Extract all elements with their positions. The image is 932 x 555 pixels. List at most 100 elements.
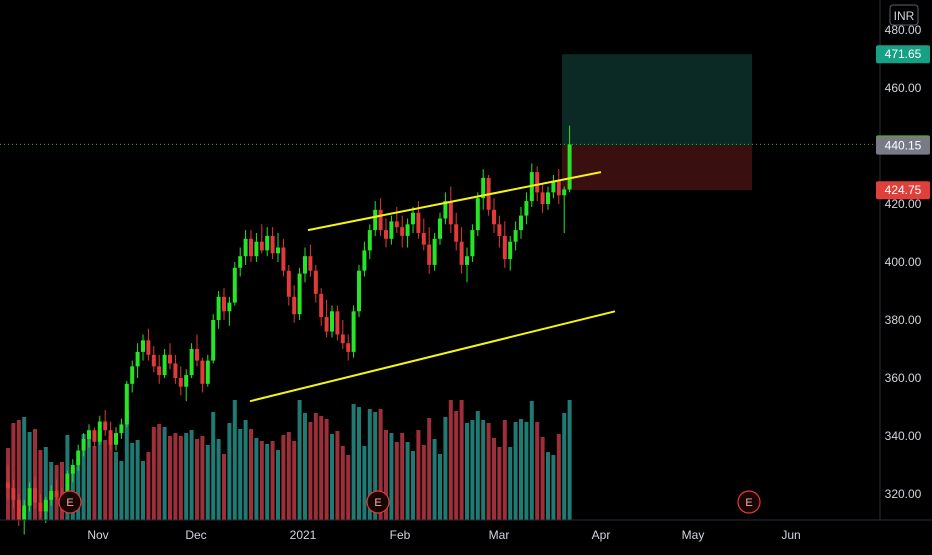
candle-body xyxy=(265,235,270,251)
volume-bar xyxy=(432,439,437,520)
price-tag-label: 471.65 xyxy=(885,47,922,61)
currency-button[interactable]: INR xyxy=(889,4,919,26)
target-zone[interactable] xyxy=(562,54,752,146)
candle-body xyxy=(513,230,518,242)
volume-bar xyxy=(254,438,259,520)
volume-bar xyxy=(27,432,32,520)
candle-body xyxy=(427,244,432,265)
volume-bar xyxy=(535,422,540,520)
volume-bar xyxy=(459,400,464,520)
candle-body xyxy=(394,221,399,228)
candle-body xyxy=(297,273,302,315)
candle-body xyxy=(411,212,415,225)
volume-bar xyxy=(38,450,43,520)
candle-body xyxy=(357,270,361,312)
volume-bar xyxy=(184,433,189,520)
candle-body xyxy=(108,430,113,445)
candle-body xyxy=(130,366,135,384)
candle-body xyxy=(33,488,37,503)
volume-bar xyxy=(524,422,529,520)
candle-body xyxy=(195,349,199,361)
candle-body xyxy=(438,218,442,239)
candle-body xyxy=(141,340,145,352)
price-tag-label: 440.15 xyxy=(885,139,922,153)
volume-bar xyxy=(173,433,178,520)
volume-bar xyxy=(394,442,399,520)
candle-body xyxy=(211,320,216,361)
volume-bar xyxy=(119,461,124,520)
volume-bar xyxy=(502,420,507,520)
volume-bar xyxy=(195,439,199,520)
volume-bar xyxy=(486,423,491,520)
candle-body xyxy=(232,267,237,303)
candle-body xyxy=(259,241,264,251)
volume-bar xyxy=(411,451,415,520)
volume-bar xyxy=(346,455,351,520)
currency-label[interactable]: INR xyxy=(894,9,915,23)
candle-body xyxy=(508,241,513,260)
volume-bar xyxy=(497,447,502,520)
volume-bar xyxy=(124,410,129,520)
trend-channel[interactable] xyxy=(249,171,616,403)
candle-body xyxy=(124,383,129,425)
candle-body xyxy=(335,311,340,335)
candle-body xyxy=(222,296,226,312)
volume-bar xyxy=(11,423,16,520)
channel-lower-line[interactable] xyxy=(249,310,616,403)
candle-body xyxy=(87,430,91,439)
candle-body xyxy=(454,224,459,242)
candle-body xyxy=(546,192,550,204)
volume-bar xyxy=(324,419,329,520)
volume-bar xyxy=(556,434,561,520)
x-axis[interactable]: Nov Dec 2021 Feb Mar Apr May Jun xyxy=(87,528,800,542)
volume-bar xyxy=(313,413,318,520)
candle-body xyxy=(286,270,291,297)
candle-body xyxy=(481,177,486,199)
candle-body xyxy=(135,351,140,367)
candle-body xyxy=(216,296,221,320)
y-axis[interactable]: 320.00 340.00 360.00 380.00 400.00 420.00 440.… xyxy=(885,23,922,501)
candle-body xyxy=(448,201,453,225)
volume-bar xyxy=(216,439,221,520)
candle-body xyxy=(43,499,48,512)
candle-body xyxy=(362,250,367,271)
volume-bar xyxy=(319,416,324,520)
candle-body xyxy=(173,363,178,378)
candle-body xyxy=(308,256,313,271)
candle-body xyxy=(270,235,275,254)
candle-body xyxy=(38,502,43,512)
candle-body xyxy=(551,180,556,193)
y-tick-label: 380.00 xyxy=(885,313,922,327)
candle-body xyxy=(27,488,32,506)
stop-zone[interactable] xyxy=(562,145,752,191)
volume-bar xyxy=(238,429,243,520)
currency-button-frame[interactable] xyxy=(889,4,919,26)
y-tick-label: 320.00 xyxy=(885,487,922,501)
volume-bar xyxy=(562,413,567,520)
candle-body xyxy=(184,375,189,387)
earnings-marker[interactable] xyxy=(737,490,761,514)
candle-body xyxy=(49,491,54,500)
volume-bar xyxy=(508,447,513,520)
candle-body xyxy=(81,438,86,451)
candle-body xyxy=(303,256,307,274)
volume-bar xyxy=(308,422,313,520)
candle-body xyxy=(16,499,21,521)
candle-body xyxy=(535,172,540,193)
candle-body xyxy=(400,227,405,236)
channel-upper-line[interactable] xyxy=(307,171,602,232)
earnings-marker[interactable] xyxy=(366,490,390,514)
volume-bar xyxy=(465,423,469,520)
earnings-marker[interactable] xyxy=(58,490,82,514)
volume-bar xyxy=(405,442,410,520)
volume-bar xyxy=(22,417,27,520)
candle-body xyxy=(524,201,529,216)
volume-bar xyxy=(292,441,297,520)
candle-body xyxy=(70,465,75,474)
volume-bar xyxy=(151,427,156,520)
volume-bar xyxy=(114,452,118,520)
volume-bar xyxy=(33,429,37,520)
